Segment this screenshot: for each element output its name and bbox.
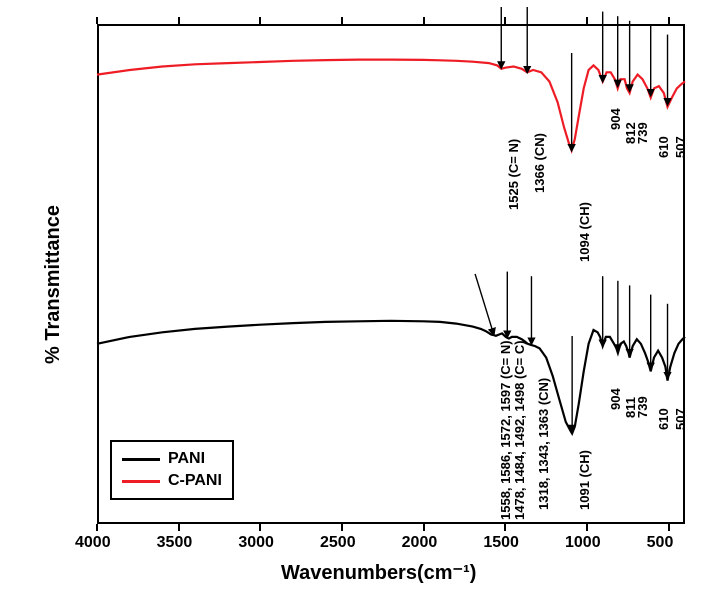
- spectra-curves: [0, 0, 722, 601]
- peak-label: 904: [608, 108, 623, 130]
- legend-label: PANI: [168, 450, 205, 468]
- x-tick: [668, 524, 670, 531]
- x-tick-label: 2000: [402, 534, 438, 552]
- x-tick: [178, 524, 180, 531]
- curve-PANI: [97, 321, 685, 434]
- x-tick-label: 1500: [483, 534, 519, 552]
- x-tick: [96, 524, 98, 531]
- x-tick: [586, 524, 588, 531]
- x-tick-label: 3500: [157, 534, 193, 552]
- legend: PANI C-PANI: [110, 440, 234, 500]
- peak-label: 904: [608, 388, 623, 410]
- x-tick: [586, 17, 588, 24]
- x-tick-label: 3000: [238, 534, 274, 552]
- x-tick: [341, 524, 343, 531]
- peak-label: 1094 (CH): [577, 202, 592, 262]
- x-tick-label: 2500: [320, 534, 356, 552]
- legend-item: C-PANI: [122, 470, 222, 492]
- peak-label: 1478, 1484, 1492, 1498 (C= C): [512, 340, 527, 520]
- peak-label: 1558, 1586, 1572, 1597 (C= N): [498, 340, 513, 520]
- peak-label: 739: [635, 396, 650, 418]
- peak-label: 507: [673, 136, 688, 158]
- x-tick: [341, 17, 343, 24]
- x-tick: [178, 17, 180, 24]
- x-tick: [259, 524, 261, 531]
- peak-label: 739: [635, 122, 650, 144]
- x-axis-label: Wavenumbers(cm⁻¹): [281, 560, 476, 585]
- x-tick: [504, 524, 506, 531]
- legend-color-swatch: [122, 458, 160, 461]
- x-tick-label: 1000: [565, 534, 601, 552]
- peak-label: 507: [673, 408, 688, 430]
- y-axis-label: % Transmittance: [42, 205, 65, 364]
- peak-label: 1525 (C= N): [506, 139, 521, 210]
- peak-label: 610: [656, 408, 671, 430]
- legend-label: C-PANI: [168, 472, 222, 490]
- x-tick-label: 4000: [75, 534, 111, 552]
- legend-color-swatch: [122, 480, 160, 483]
- peak-label: 1366 (CN): [532, 133, 547, 193]
- x-tick: [96, 17, 98, 24]
- x-tick: [423, 524, 425, 531]
- curve-C-PANI: [97, 60, 685, 151]
- x-tick: [259, 17, 261, 24]
- peak-label: 1318, 1343, 1363 (CN): [536, 378, 551, 510]
- ftir-chart: % Transmittance Wavenumbers(cm⁻¹) PANI C-…: [0, 0, 722, 601]
- x-tick: [423, 17, 425, 24]
- peak-label: 1091 (CH): [577, 450, 592, 510]
- x-tick: [504, 17, 506, 24]
- legend-item: PANI: [122, 448, 222, 470]
- peak-label: 610: [656, 136, 671, 158]
- x-tick-label: 500: [647, 534, 674, 552]
- x-tick: [668, 17, 670, 24]
